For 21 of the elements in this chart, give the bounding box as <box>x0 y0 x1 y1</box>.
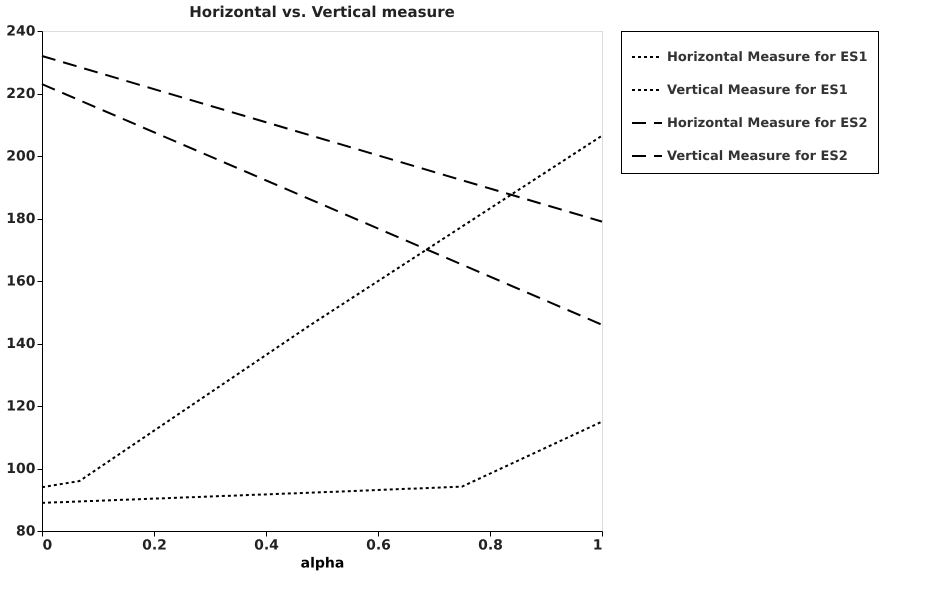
legend-label: Vertical Measure for ES1 <box>667 83 848 98</box>
x-tick-label: 1 <box>592 538 602 554</box>
legend-label: Horizontal Measure for ES1 <box>667 50 868 65</box>
y-tick-label: 120 <box>6 398 36 414</box>
x-tick-label: 0.4 <box>254 538 280 554</box>
y-tick-label: 100 <box>6 461 36 477</box>
y-tick-label: 80 <box>16 524 36 540</box>
x-tick-label: 0.8 <box>478 538 503 554</box>
x-tick-label: 0 <box>42 538 52 554</box>
y-tick-label: 160 <box>6 274 36 290</box>
x-tick-label: 0.2 <box>142 538 167 554</box>
y-tick-label: 140 <box>6 336 36 352</box>
y-tick-label: 180 <box>6 211 36 227</box>
chart-title: Horizontal vs. Vertical measure <box>189 3 455 21</box>
legend-label: Vertical Measure for ES2 <box>667 149 848 164</box>
x-axis-title: alpha <box>300 556 344 572</box>
y-tick-label: 240 <box>6 24 36 40</box>
y-tick-label: 220 <box>6 86 36 102</box>
legend-label: Horizontal Measure for ES2 <box>667 116 868 131</box>
x-tick-label: 0.6 <box>366 538 391 554</box>
y-tick-label: 200 <box>6 148 36 164</box>
